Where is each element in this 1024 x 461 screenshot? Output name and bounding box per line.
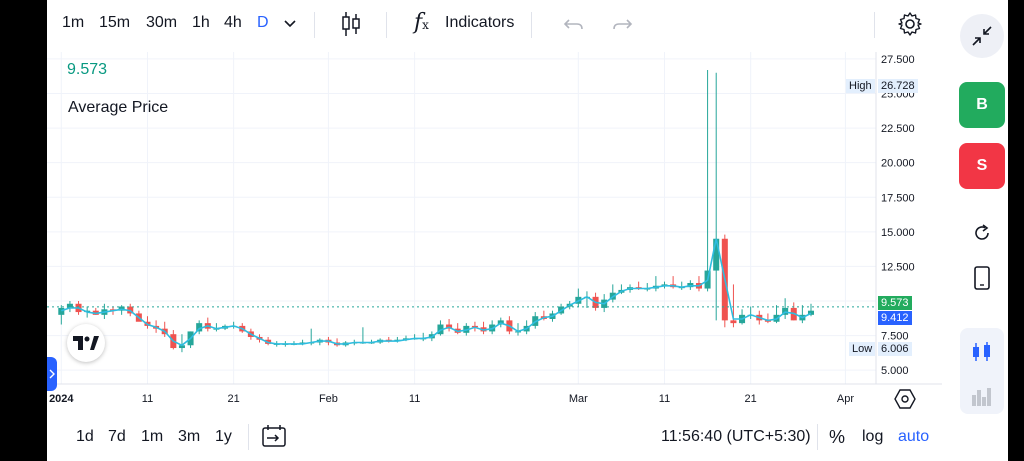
candles	[58, 69, 815, 353]
timeframe-d[interactable]: D	[257, 14, 269, 31]
time-tick-label: 21	[745, 393, 757, 405]
last-price-tag: 9.573	[878, 296, 912, 310]
range-7d[interactable]: 7d	[108, 428, 126, 445]
toolbar-divider	[874, 12, 875, 38]
buy-button[interactable]: B	[959, 82, 1005, 128]
bottom-divider	[817, 424, 818, 450]
function-fx-icon[interactable]: fx	[414, 10, 429, 35]
settings-gear-icon[interactable]	[897, 11, 923, 37]
chart-app: 1m 15m 30m 1h 4h D fx Indicators	[47, 0, 1008, 461]
refresh-icon[interactable]	[972, 223, 992, 243]
candle-body	[807, 310, 815, 315]
price-tick-label: 22.500	[881, 123, 915, 135]
price-tick-label: 27.500	[881, 54, 915, 66]
time-tick-label: 11	[659, 393, 670, 405]
tradingview-logo-icon	[73, 336, 99, 350]
top-toolbar: 1m 15m 30m 1h 4h D fx Indicators	[47, 0, 947, 48]
device-phone-icon[interactable]	[974, 266, 990, 290]
price-tick-label: 7.500	[881, 331, 909, 343]
candle-body	[730, 320, 737, 324]
undo-icon[interactable]	[563, 16, 585, 32]
legend-title: Average Price	[68, 99, 169, 116]
time-tick-label: Apr	[837, 393, 854, 405]
candle-body	[713, 238, 720, 271]
sell-button[interactable]: S	[959, 143, 1005, 189]
range-3m[interactable]: 3m	[178, 428, 201, 445]
low-value: 6.006	[878, 342, 912, 356]
auto-scale-toggle[interactable]: auto	[898, 428, 930, 445]
price-tick-label: 12.500	[881, 261, 915, 273]
price-tick-label: 20.000	[881, 158, 915, 170]
price-axis-ticks: 27.50025.00022.50020.00017.50015.00012.5…	[881, 54, 915, 377]
candlestick-chart-icon[interactable]	[341, 11, 361, 37]
go-to-date-icon[interactable]	[262, 424, 288, 448]
candle-body	[196, 323, 203, 332]
clock-timezone[interactable]: 11:56:40 (UTC+5:30)	[661, 428, 811, 445]
timeframe-1m[interactable]: 1m	[62, 14, 85, 31]
candle-body	[178, 345, 185, 349]
redo-icon[interactable]	[611, 16, 633, 32]
low-label: Low	[849, 342, 876, 356]
collapse-button[interactable]	[960, 14, 1004, 58]
timeframe-4h[interactable]: 4h	[224, 14, 242, 31]
candle-body	[58, 307, 65, 315]
chevron-right-icon	[49, 369, 55, 379]
chevron-down-icon[interactable]	[283, 18, 297, 30]
time-tick-label: 2024	[49, 393, 74, 405]
chart-pane[interactable]: 27.500 25.000 22.500 20.000 17.500 15.000 12.5…	[47, 52, 942, 412]
log-scale-toggle[interactable]: log	[862, 428, 884, 445]
time-tick-label: Feb	[319, 393, 338, 405]
time-tick-label: 11	[142, 393, 153, 405]
volume-chart-type-icon[interactable]	[971, 385, 993, 407]
average-price-tag: 9.412	[878, 311, 912, 325]
price-chart[interactable]: 27.50025.00022.50020.00017.50015.00012.5…	[47, 52, 942, 412]
chart-type-group	[960, 328, 1004, 414]
collapse-arrows-icon	[972, 26, 992, 46]
price-tick-label: 17.500	[881, 192, 915, 204]
bottom-divider	[248, 424, 249, 450]
expand-sidebar-handle[interactable]	[47, 357, 57, 391]
timeframe-1h[interactable]: 1h	[192, 14, 210, 31]
price-tick-label: 5.000	[881, 365, 909, 377]
range-1m[interactable]: 1m	[141, 428, 164, 445]
time-tick-label: 21	[228, 393, 240, 405]
time-tick-label: Mar	[569, 393, 588, 405]
timeframe-15m[interactable]: 15m	[99, 14, 131, 31]
indicators-button[interactable]: Indicators	[445, 14, 515, 31]
candles-chart-type-icon[interactable]	[971, 341, 993, 363]
range-1y[interactable]: 1y	[215, 428, 232, 445]
tradingview-logo[interactable]	[67, 324, 105, 362]
average-price-line	[61, 238, 812, 347]
timeframe-30m[interactable]: 30m	[146, 14, 178, 31]
toolbar-divider	[386, 12, 387, 38]
time-axis-ticks: 2024 11 21 Feb 11 Mar 11 21 Apr	[49, 393, 854, 405]
time-tick-label: 11	[409, 393, 420, 405]
left-bezel	[0, 0, 47, 461]
candle-body	[66, 303, 73, 308]
right-panel: B S	[947, 0, 1008, 461]
auto-scale-hexagon-icon[interactable]	[894, 388, 916, 410]
right-bezel	[1008, 0, 1024, 461]
toolbar-divider	[314, 12, 315, 38]
range-1d[interactable]: 1d	[76, 428, 94, 445]
high-value: 26.728	[878, 79, 918, 93]
price-tick-label: 15.000	[881, 227, 915, 239]
toolbar-divider	[531, 12, 532, 38]
percent-scale-toggle[interactable]: %	[829, 427, 846, 447]
bottom-toolbar: 1d 7d 1m 3m 1y 11:56:40 (UTC+5:30) % log…	[47, 416, 947, 461]
high-label: High	[846, 79, 875, 93]
legend-last-price: 9.573	[67, 61, 108, 78]
